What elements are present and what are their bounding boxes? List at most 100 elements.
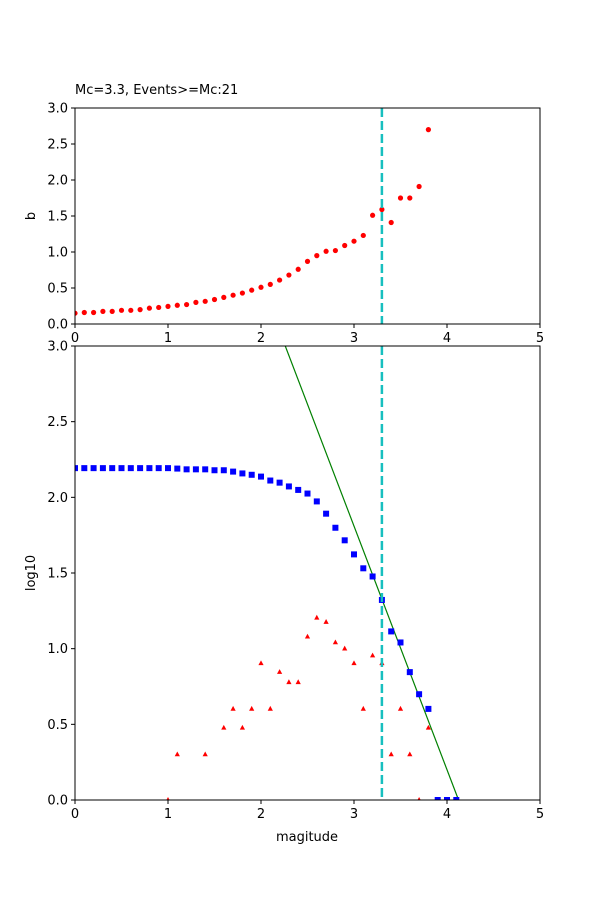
y-tick-label: 0.0 xyxy=(47,318,68,333)
bottom-axes: 0 1 2 3 4 5 0.0 0.5 1.0 1.5 2.0 2.5 3.0 xyxy=(47,340,544,823)
x-tick-label: 4 xyxy=(443,331,451,346)
b-value-point xyxy=(323,248,329,254)
cumulative-point xyxy=(369,573,376,580)
x-tick-label: 3 xyxy=(350,331,358,346)
cumulative-point xyxy=(165,465,171,472)
b-value-point xyxy=(277,277,283,283)
x-tick-label: 0 xyxy=(71,331,79,346)
top-axes: 0 1 2 3 4 5 0.0 0.5 1.0 1.5 2.0 2.5 3.0 xyxy=(47,102,544,347)
b-value-point xyxy=(174,302,180,308)
cumulative-point xyxy=(453,797,460,800)
y-tick-label: 2.0 xyxy=(47,174,68,189)
b-value-point xyxy=(75,310,78,316)
cumulative-point xyxy=(155,465,162,472)
cumulative-point xyxy=(397,639,404,646)
cumulative-point xyxy=(174,465,181,472)
y-tick-label: 0.5 xyxy=(47,718,68,733)
b-value-point xyxy=(91,309,97,316)
y-tick-label: 2.0 xyxy=(47,491,68,506)
non-cumulative-point xyxy=(360,705,366,711)
cumulative-point xyxy=(313,498,320,505)
cumulative-point xyxy=(406,669,413,676)
b-value-point xyxy=(397,195,404,201)
x-tick-label: 3 xyxy=(350,807,358,822)
x-tick-label: 5 xyxy=(536,331,544,346)
b-value-point xyxy=(193,299,199,305)
y-tick-label: 1.5 xyxy=(47,210,68,225)
x-tick-label: 1 xyxy=(164,331,172,346)
cumulative-point xyxy=(425,705,432,712)
x-tick-label: 2 xyxy=(257,331,265,346)
cumulative-point xyxy=(109,465,116,472)
cumulative-point xyxy=(230,468,237,475)
b-value-point xyxy=(388,219,394,226)
b-value-point xyxy=(165,303,171,309)
b-value-point xyxy=(249,287,255,293)
non-cumulative-point xyxy=(249,705,255,711)
non-cumulative-point xyxy=(267,705,273,711)
cumulative-point xyxy=(434,797,441,800)
b-value-point xyxy=(81,309,87,316)
cumulative-point xyxy=(304,490,311,497)
cumulative-point xyxy=(295,486,302,493)
cumulative-point xyxy=(267,477,274,484)
non-cumulative-point xyxy=(342,645,348,651)
cumulative-point xyxy=(341,537,348,544)
b-value-point xyxy=(146,305,152,311)
cumulative-point xyxy=(351,551,357,558)
cumulative-point xyxy=(220,467,227,474)
plot-area xyxy=(75,346,460,800)
y-tick-label: 3.0 xyxy=(47,340,68,355)
non-cumulative-point xyxy=(221,724,227,730)
y-tick-label: 1.0 xyxy=(47,642,68,657)
b-value-point xyxy=(332,247,338,254)
b-value-point xyxy=(258,284,264,290)
b-value-point xyxy=(342,242,348,249)
cumulative-point xyxy=(416,691,423,698)
axes-frame xyxy=(74,345,541,801)
cumulative-point xyxy=(183,466,190,473)
b-value-point xyxy=(314,253,320,259)
b-value-point xyxy=(370,212,376,218)
non-cumulative-point xyxy=(388,751,394,757)
y-tick-label: 3.0 xyxy=(47,102,68,117)
y-tick-label: 0.5 xyxy=(47,282,68,297)
non-cumulative-point xyxy=(323,619,329,624)
cumulative-point xyxy=(192,466,199,473)
b-value-point xyxy=(118,307,125,313)
plot-area xyxy=(75,108,431,324)
b-value-point xyxy=(128,307,134,313)
cumulative-point xyxy=(360,565,367,572)
b-value-point xyxy=(267,281,273,287)
b-value-point xyxy=(156,304,162,311)
non-cumulative-point xyxy=(370,652,376,658)
b-value-point xyxy=(239,290,245,296)
cumulative-point xyxy=(276,479,283,486)
non-cumulative-point xyxy=(397,705,404,711)
b-value-point xyxy=(379,206,385,213)
b-value-point xyxy=(202,298,208,304)
non-cumulative-point xyxy=(425,724,431,730)
b-value-point xyxy=(295,266,301,272)
non-cumulative-point xyxy=(332,639,338,645)
b-value-point xyxy=(184,301,190,308)
b-value-point xyxy=(407,195,413,201)
cumulative-point xyxy=(81,465,88,472)
cumulative-point xyxy=(332,524,339,531)
non-cumulative-point xyxy=(407,751,413,757)
bottom-xlabel: magitude xyxy=(276,830,338,845)
cumulative-point xyxy=(211,467,218,474)
x-tick-label: 5 xyxy=(536,807,544,822)
x-tick-label: 1 xyxy=(164,807,172,822)
x-tick-label: 2 xyxy=(257,807,265,822)
x-tick-label: 0 xyxy=(71,807,79,822)
b-value-point xyxy=(416,183,422,190)
b-value-point xyxy=(351,238,357,244)
b-value-point xyxy=(360,232,366,239)
b-value-point xyxy=(425,127,431,133)
cumulative-point xyxy=(388,628,395,635)
axes-frame xyxy=(74,107,541,325)
b-value-point xyxy=(221,294,227,300)
non-cumulative-point xyxy=(230,705,236,711)
